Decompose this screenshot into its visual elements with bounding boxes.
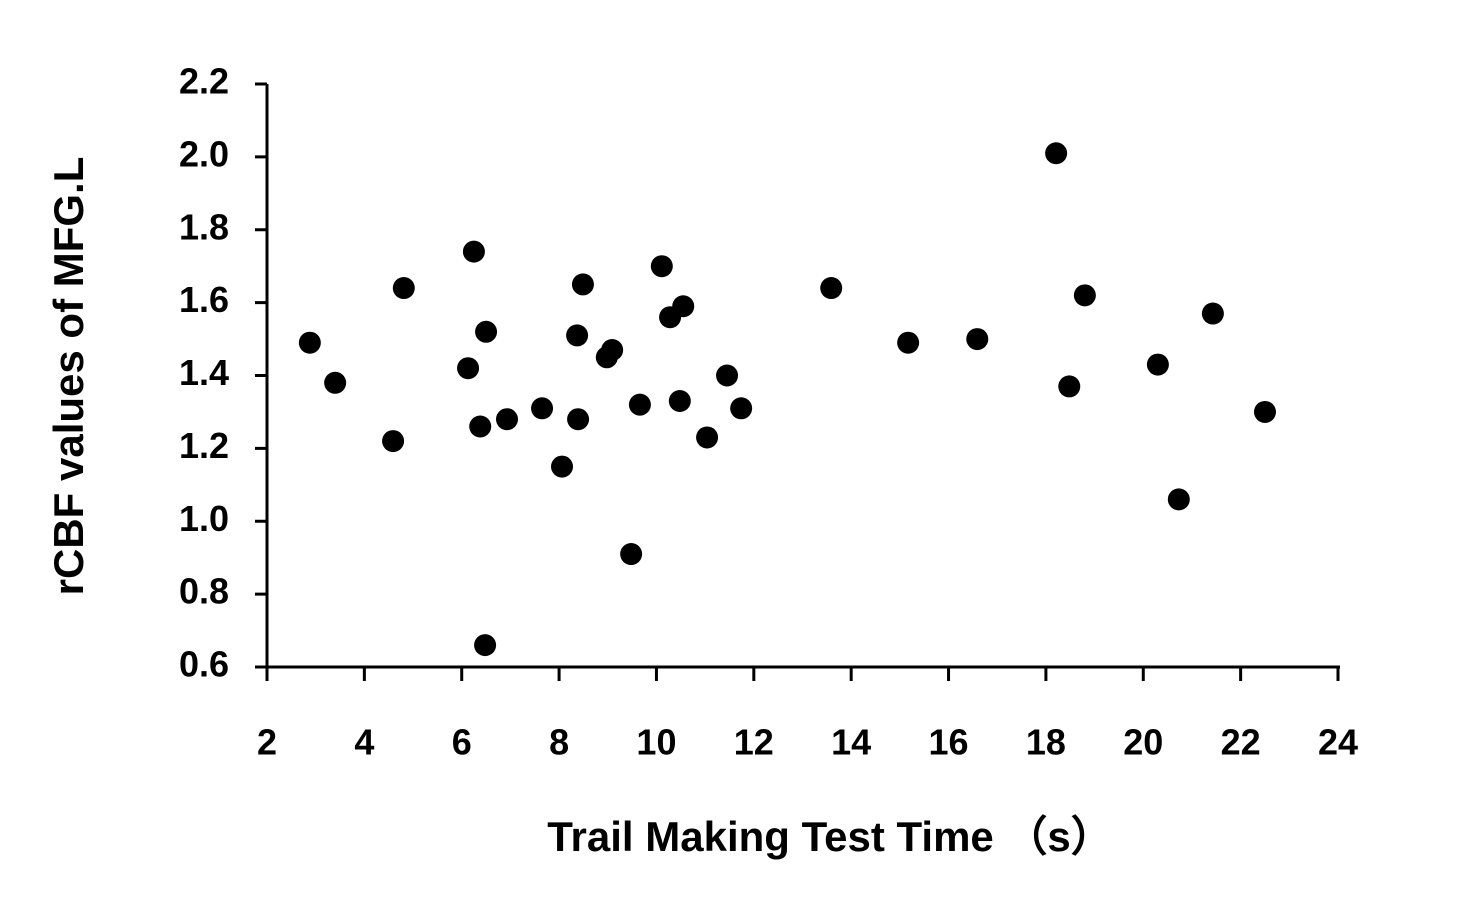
point [567, 408, 590, 431]
y-tick-label: 0.8 [179, 571, 229, 612]
point [1146, 353, 1169, 376]
point [298, 331, 321, 354]
point [966, 328, 989, 351]
x-tick-label: 8 [549, 722, 569, 763]
point [628, 393, 651, 416]
point [730, 397, 753, 420]
point [457, 357, 480, 380]
point [462, 240, 485, 263]
point [531, 397, 554, 420]
y-tick-label: 0.6 [179, 644, 229, 685]
point [324, 371, 347, 394]
x-tick-label: 18 [1026, 722, 1066, 763]
point [601, 338, 624, 361]
y-tick-label: 1.2 [179, 425, 229, 466]
point [566, 324, 589, 347]
point [672, 295, 695, 318]
x-tick-label: 6 [452, 722, 472, 763]
point [469, 415, 492, 438]
x-tick-label: 14 [831, 722, 871, 763]
point [475, 320, 498, 343]
x-axis-label: Trail Making Test Time （s） [547, 813, 1113, 860]
point [1073, 284, 1096, 307]
x-tick-label: 10 [636, 722, 676, 763]
point [1058, 375, 1081, 398]
y-axis-label: rCBF values of MFG.L [45, 157, 92, 596]
x-tick-label: 24 [1318, 722, 1358, 763]
point [474, 634, 497, 657]
point [696, 426, 719, 449]
y-tick-label: 1.8 [179, 206, 229, 247]
point [668, 390, 691, 413]
point [496, 408, 519, 431]
point [620, 543, 643, 566]
x-tick-label: 20 [1123, 722, 1163, 763]
point [1201, 302, 1224, 325]
y-tick-label: 1.4 [179, 352, 229, 393]
point [571, 273, 594, 296]
x-tick-label: 2 [257, 722, 277, 763]
point [650, 255, 673, 278]
x-tick-label: 12 [734, 722, 774, 763]
point [1167, 488, 1190, 511]
y-tick-label: 1.6 [179, 279, 229, 320]
x-tick-label: 4 [354, 722, 374, 763]
y-tick-label: 1.0 [179, 498, 229, 539]
point [1253, 400, 1276, 423]
y-tick-label: 2.0 [179, 133, 229, 174]
point [716, 364, 739, 387]
y-tick-label: 2.2 [179, 61, 229, 102]
point [392, 277, 415, 300]
point [551, 455, 574, 478]
point [820, 277, 843, 300]
x-tick-label: 22 [1221, 722, 1261, 763]
x-tick-label: 16 [929, 722, 969, 763]
point [382, 430, 405, 453]
point [1045, 142, 1068, 165]
point [897, 331, 920, 354]
